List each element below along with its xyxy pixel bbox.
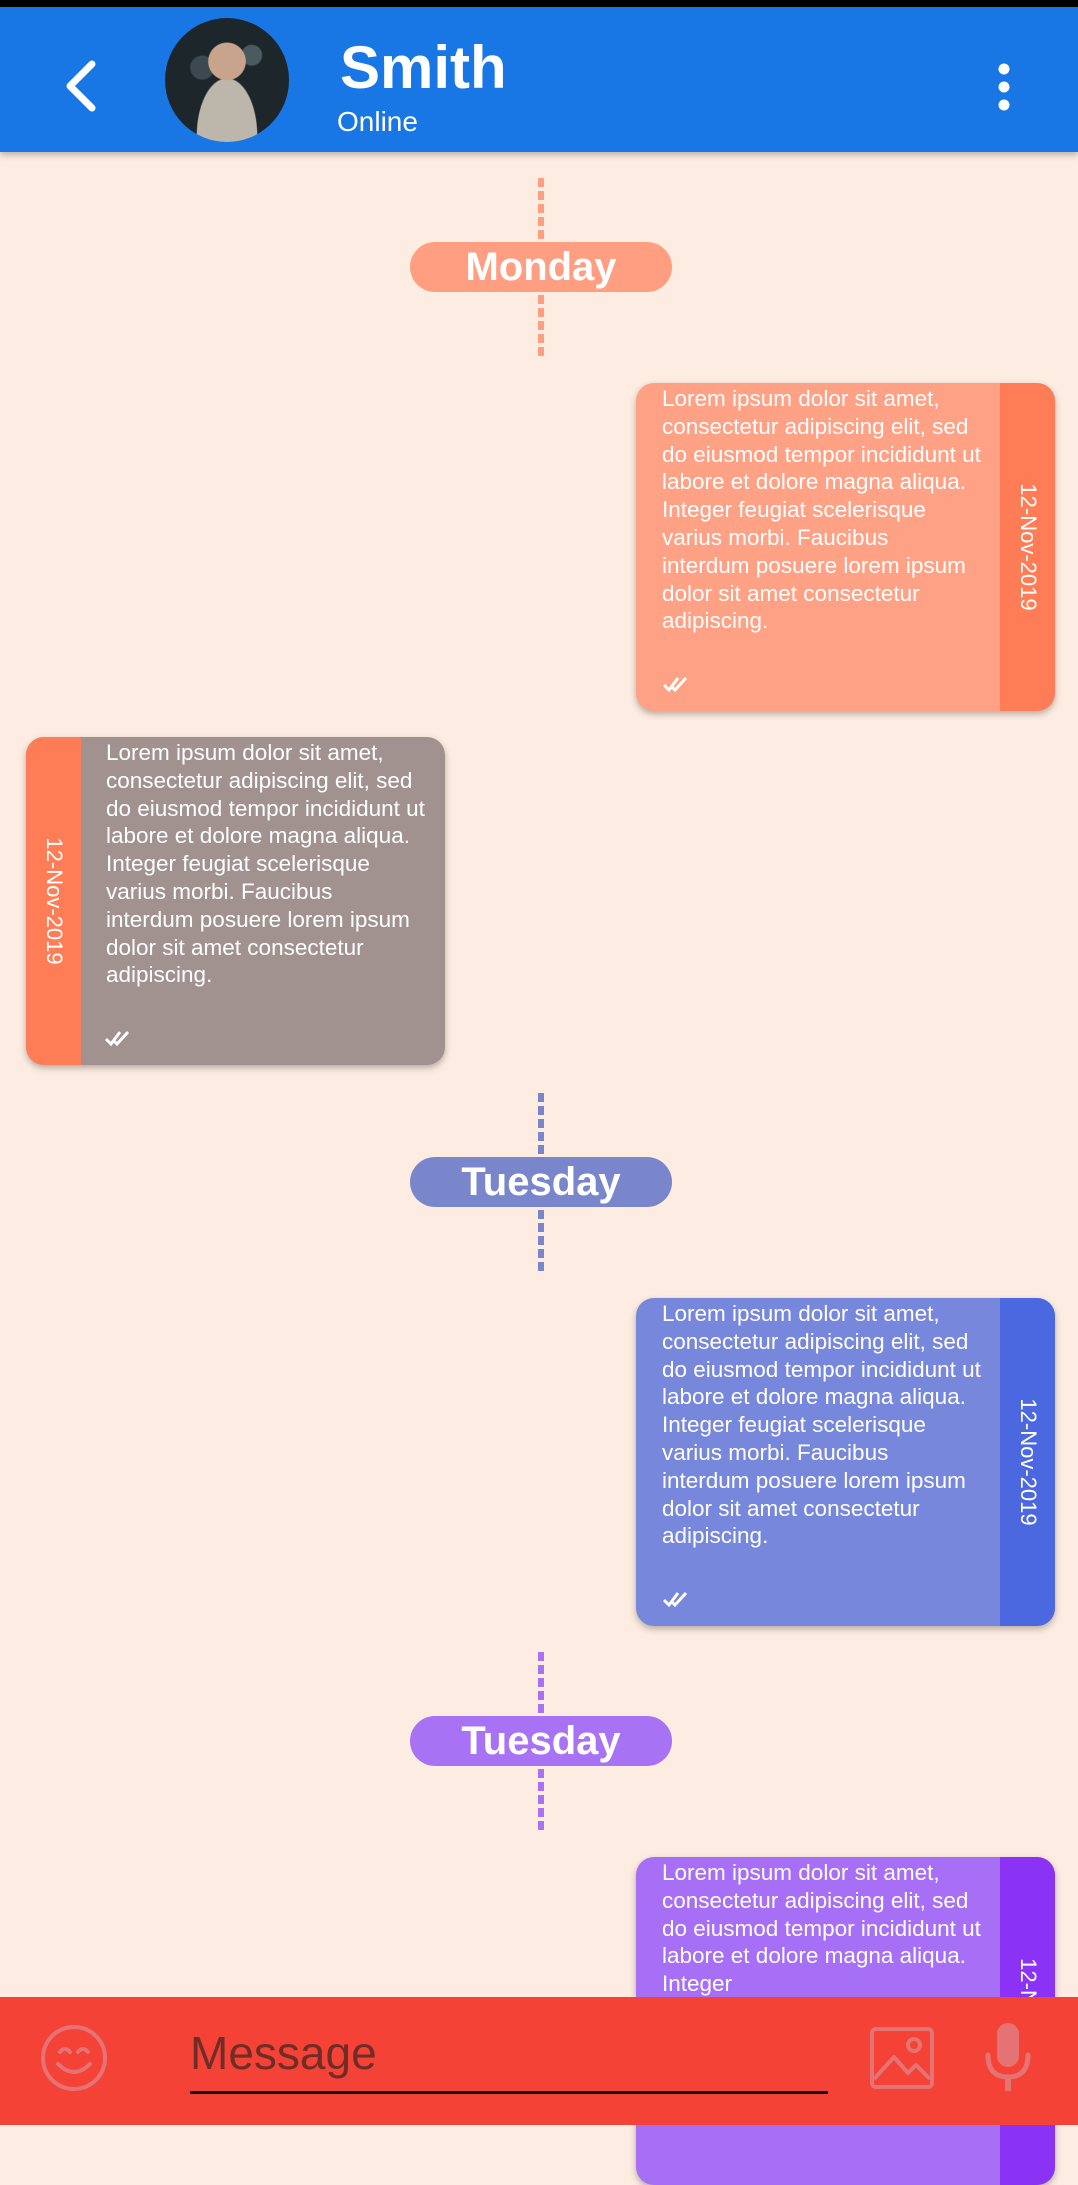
contact-name: Smith (340, 34, 507, 101)
message-text: Lorem ipsum dolor sit amet, consectetur … (106, 740, 425, 988)
microphone-icon (985, 2023, 1031, 2091)
message-input[interactable] (190, 2019, 828, 2094)
message-date: 12-Nov-2019 (1015, 483, 1041, 611)
double-check-icon (104, 1030, 130, 1047)
day-label: Tuesday (410, 1157, 672, 1207)
attach-image-button[interactable] (868, 2025, 936, 2091)
date-strip: 12-Nov-2019 (26, 737, 81, 1065)
smiley-icon (41, 2025, 107, 2091)
emoji-button[interactable] (38, 2022, 110, 2094)
more-vertical-icon (998, 63, 1010, 111)
double-check-icon (662, 1591, 688, 1608)
back-button[interactable] (52, 51, 112, 121)
message-bubble-outgoing[interactable]: Lorem ipsum dolor sit amet, consectetur … (636, 383, 1055, 711)
microphone-button[interactable] (980, 2019, 1036, 2099)
avatar[interactable] (165, 18, 289, 142)
app-bar: Smith Online (0, 0, 1078, 152)
day-label: Tuesday (410, 1716, 672, 1766)
message-text: Lorem ipsum dolor sit amet, consectetur … (662, 1301, 981, 1549)
message-bubble-incoming[interactable]: 12-Nov-2019 Lorem ipsum dolor sit amet, … (26, 737, 445, 1065)
contact-status: Online (337, 106, 418, 137)
image-icon (870, 2027, 934, 2089)
date-strip: 12-Nov-2019 (1000, 383, 1055, 711)
overflow-menu-button[interactable] (982, 57, 1026, 117)
message-bubble-outgoing[interactable]: Lorem ipsum dolor sit amet, consectetur … (636, 1298, 1055, 1626)
day-label: Monday (410, 242, 672, 292)
message-text: Lorem ipsum dolor sit amet, consectetur … (662, 1860, 981, 1997)
message-composer (0, 1997, 1078, 2125)
message-date: 12-Nov-2019 (41, 837, 67, 965)
chevron-left-icon (66, 60, 96, 112)
message-text: Lorem ipsum dolor sit amet, consectetur … (662, 386, 981, 634)
date-strip: 12-Nov-2019 (1000, 1298, 1055, 1626)
double-check-icon (662, 676, 688, 693)
message-date: 12-Nov-2019 (1015, 1398, 1041, 1526)
